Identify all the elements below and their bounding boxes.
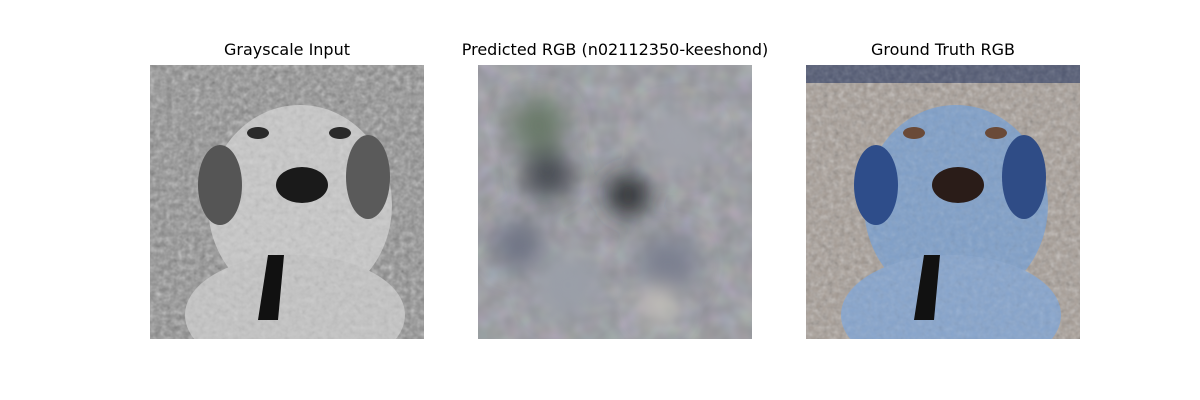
grayscale-panel: Grayscale Input bbox=[150, 0, 424, 400]
truth-panel: Ground Truth RGB bbox=[806, 0, 1080, 400]
predicted-panel: Predicted RGB (n02112350-keeshond) bbox=[462, 0, 768, 400]
grayscale-image bbox=[150, 65, 424, 339]
predicted-image bbox=[478, 65, 752, 339]
truth-image bbox=[806, 65, 1080, 339]
grayscale-title: Grayscale Input bbox=[224, 40, 350, 59]
truth-title: Ground Truth RGB bbox=[870, 40, 1016, 59]
predicted-title: Predicted RGB (n02112350-keeshond) bbox=[461, 40, 769, 59]
